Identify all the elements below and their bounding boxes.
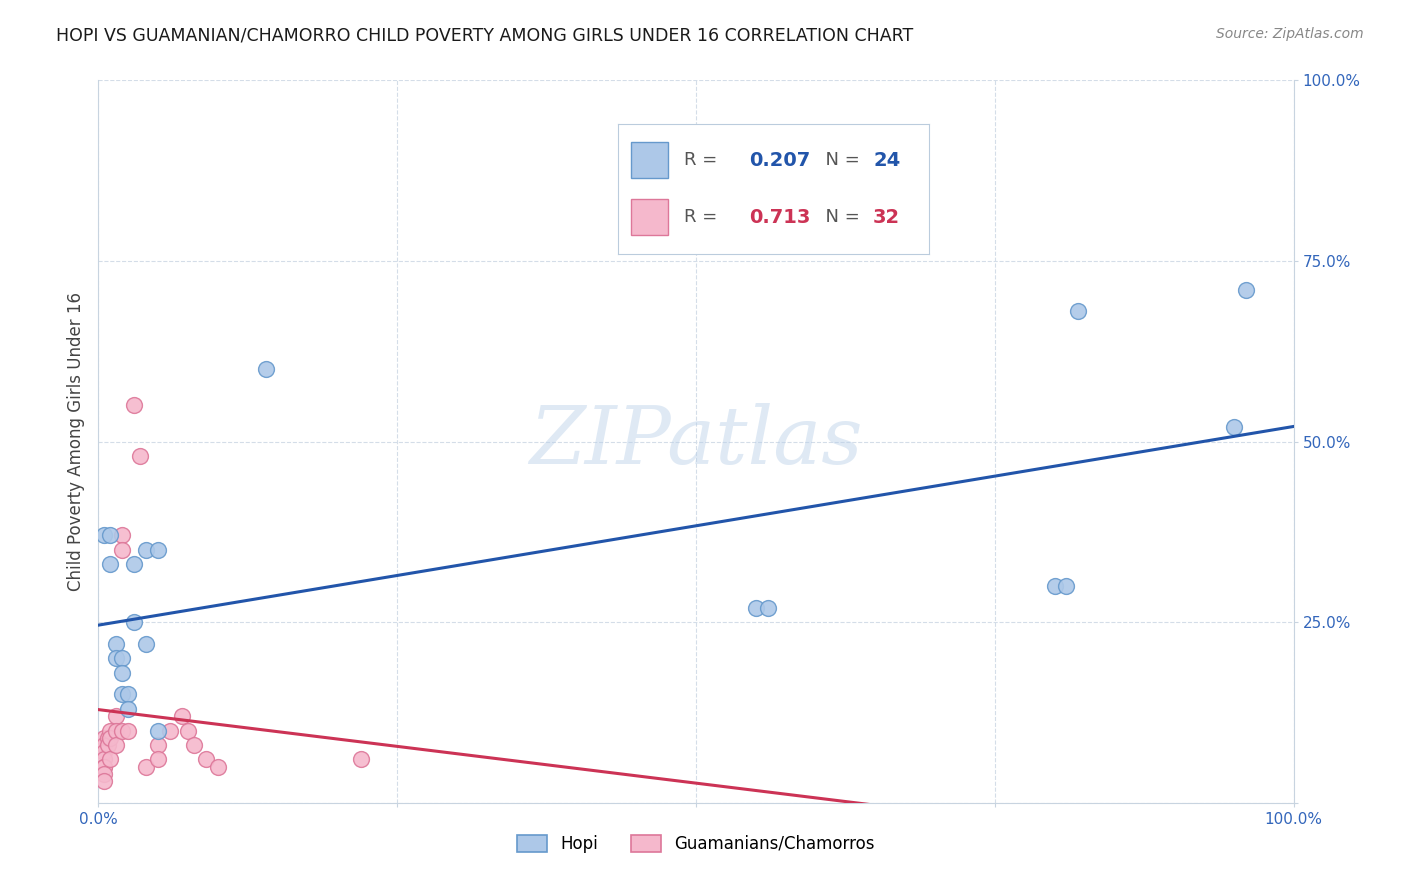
Point [105,723,128,738]
Point [1043,579,1066,593]
Point [745,600,768,615]
Point [93,738,115,752]
Y-axis label: Child Poverty Among Girls Under 16: Child Poverty Among Girls Under 16 [66,292,84,591]
Point [98,723,122,738]
Point [183,738,205,752]
Point [111,651,134,665]
Point [105,651,128,665]
Point [1234,283,1257,297]
Point [195,752,218,766]
Point [129,449,152,463]
Point [172,709,194,723]
Point [105,738,128,752]
Point [105,709,128,723]
Point [93,731,115,745]
Point [135,637,157,651]
Point [93,745,115,759]
Point [1223,420,1246,434]
Text: ZIPatlas: ZIPatlas [529,403,863,480]
Point [111,528,134,542]
Point [93,767,115,781]
Point [105,637,128,651]
Point [117,723,139,738]
Point [254,362,277,376]
Point [93,760,115,774]
Point [135,760,157,774]
Text: Source: ZipAtlas.com: Source: ZipAtlas.com [1216,27,1364,41]
Text: HOPI VS GUAMANIAN/CHAMORRO CHILD POVERTY AMONG GIRLS UNDER 16 CORRELATION CHART: HOPI VS GUAMANIAN/CHAMORRO CHILD POVERTY… [56,27,914,45]
Point [111,665,134,680]
Point [1056,579,1078,593]
Point [756,600,779,615]
Point [117,702,139,716]
Point [148,752,170,766]
Point [148,723,170,738]
Point [97,738,120,752]
Point [148,542,170,557]
Point [93,760,115,774]
Point [117,687,139,701]
Point [111,687,134,701]
Point [93,752,115,766]
Point [97,731,120,745]
Point [98,731,122,745]
Legend: Hopi, Guamanians/Chamorros: Hopi, Guamanians/Chamorros [510,828,882,860]
Point [124,558,146,572]
Point [98,752,122,766]
Point [148,738,170,752]
Point [135,542,157,557]
Point [98,528,122,542]
Point [350,752,373,766]
Point [93,528,115,542]
Point [124,615,146,630]
Point [207,760,229,774]
Point [1067,304,1090,318]
Point [93,774,115,789]
Point [124,398,146,412]
Point [98,558,122,572]
Point [111,542,134,557]
Point [159,723,181,738]
Point [111,723,134,738]
Point [177,723,200,738]
